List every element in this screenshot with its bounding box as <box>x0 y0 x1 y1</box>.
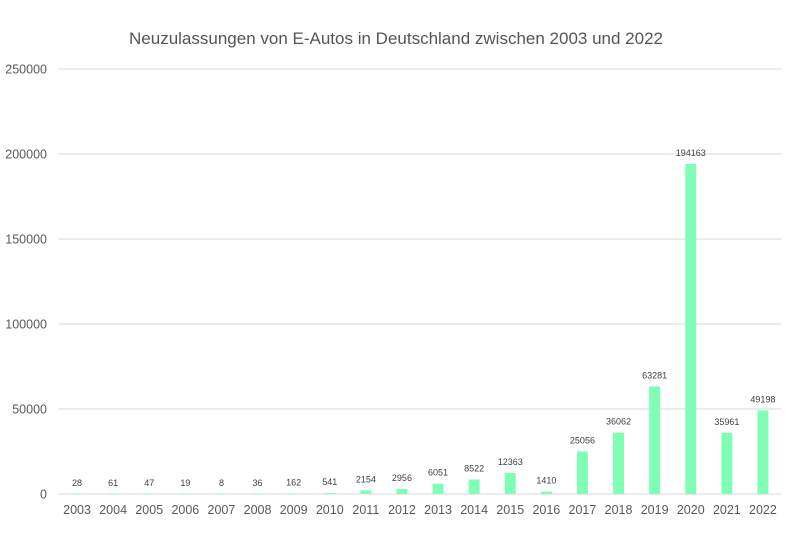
bar <box>288 493 300 494</box>
x-tick-label: 2021 <box>713 503 741 517</box>
bar <box>107 493 119 494</box>
y-tick-label: 100000 <box>5 318 47 332</box>
x-tick-label: 2006 <box>171 503 199 517</box>
bar <box>360 490 372 494</box>
data-label: 194163 <box>676 148 706 158</box>
y-tick-label: 0 <box>40 488 47 502</box>
x-tick-label: 2017 <box>569 503 597 517</box>
bars <box>71 163 769 494</box>
bar <box>215 493 227 494</box>
bar <box>143 493 155 494</box>
bar <box>324 493 336 494</box>
x-tick-label: 2019 <box>641 503 669 517</box>
x-tick-label: 2010 <box>316 503 344 517</box>
bar <box>757 410 769 494</box>
x-tick-label: 2018 <box>605 503 633 517</box>
data-label: 6051 <box>428 468 448 478</box>
x-tick-label: 2016 <box>532 503 560 517</box>
bar <box>540 491 552 494</box>
bar <box>504 472 516 494</box>
y-tick-label: 250000 <box>5 63 47 77</box>
x-tick-label: 2012 <box>388 503 416 517</box>
data-label: 1410 <box>536 476 556 486</box>
x-tick-label: 2014 <box>460 503 488 517</box>
bar <box>649 386 661 494</box>
x-tick-label: 2013 <box>424 503 452 517</box>
bar <box>432 483 444 494</box>
x-tick-label: 2011 <box>352 503 379 517</box>
x-tick-label: 2003 <box>63 503 91 517</box>
data-label: 8522 <box>464 464 484 474</box>
data-label: 541 <box>322 477 337 487</box>
bar <box>721 432 733 494</box>
data-label: 36 <box>253 478 263 488</box>
data-label: 25056 <box>570 435 595 445</box>
bar <box>252 493 264 494</box>
data-label: 63281 <box>642 370 667 380</box>
x-axis-ticks: 2003 2004 2005 2006 2007 2008 2009 2010 2011 2012… <box>63 503 777 517</box>
x-tick-label: 2020 <box>677 503 705 517</box>
data-label: 47 <box>144 478 154 488</box>
x-tick-label: 2009 <box>280 503 308 517</box>
data-label: 2956 <box>392 473 412 483</box>
x-tick-label: 2008 <box>244 503 272 517</box>
data-label: 19 <box>180 478 190 488</box>
data-label: 35961 <box>714 417 739 427</box>
data-label: 8 <box>219 478 224 488</box>
data-label: 12363 <box>498 457 523 467</box>
y-axis-ticks: 0 50000 100000 150000 200000 250000 <box>5 63 47 502</box>
bar <box>179 493 191 494</box>
y-tick-label: 200000 <box>5 148 47 162</box>
x-tick-label: 2004 <box>99 503 127 517</box>
data-label: 28 <box>72 478 82 488</box>
data-label: 61 <box>108 478 118 488</box>
bar <box>613 432 625 494</box>
bar <box>71 493 83 494</box>
x-tick-label: 2015 <box>496 503 524 517</box>
data-labels: 28 61 47 19 8 36 162 541 2154 2956 6051 8522 12363 14… <box>72 148 775 488</box>
x-tick-label: 2007 <box>208 503 236 517</box>
data-label: 36062 <box>606 417 631 427</box>
x-tick-label: 2022 <box>749 503 777 517</box>
bar <box>468 479 480 494</box>
x-tick-label: 2005 <box>135 503 163 517</box>
data-label: 49198 <box>750 394 775 404</box>
y-tick-label: 150000 <box>5 233 47 247</box>
gridlines <box>59 68 781 495</box>
bar <box>685 163 697 494</box>
data-label: 2154 <box>356 474 376 484</box>
bar <box>576 451 588 494</box>
bar <box>396 488 408 494</box>
chart-title: Neuzulassungen von E-Autos in Deutschlan… <box>129 29 663 48</box>
data-label: 162 <box>286 478 301 488</box>
y-tick-label: 50000 <box>12 403 47 417</box>
